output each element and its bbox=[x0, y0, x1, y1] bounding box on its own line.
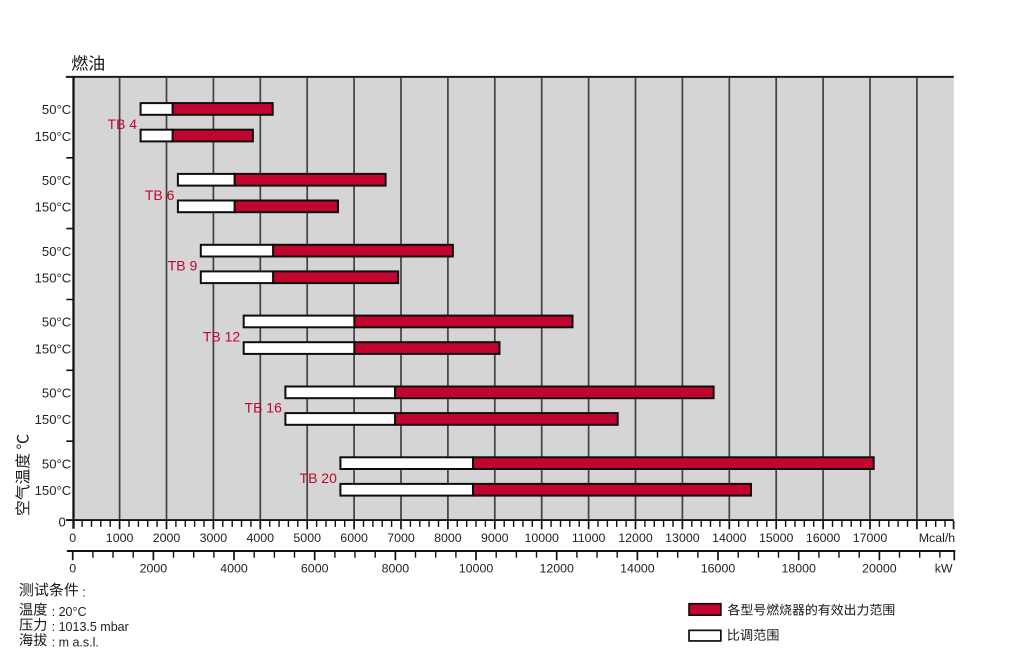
svg-text:4000: 4000 bbox=[220, 562, 248, 576]
svg-text:TB 4: TB 4 bbox=[108, 116, 138, 132]
svg-text:TB 6: TB 6 bbox=[145, 187, 175, 203]
svg-text:TB 16: TB 16 bbox=[245, 399, 283, 415]
svg-text:2000: 2000 bbox=[140, 562, 168, 576]
svg-text:18000: 18000 bbox=[781, 562, 816, 576]
svg-text:150°C: 150°C bbox=[35, 200, 72, 215]
svg-text:7000: 7000 bbox=[387, 531, 415, 545]
svg-text:14000: 14000 bbox=[712, 531, 747, 545]
svg-text:16000: 16000 bbox=[806, 531, 841, 545]
svg-text:0: 0 bbox=[59, 515, 66, 530]
svg-text:6000: 6000 bbox=[340, 531, 368, 545]
svg-text:150°C: 150°C bbox=[35, 129, 72, 144]
svg-text:16000: 16000 bbox=[701, 562, 736, 576]
svg-text:3000: 3000 bbox=[200, 531, 228, 545]
svg-text:1000: 1000 bbox=[106, 531, 134, 545]
svg-text:150°C: 150°C bbox=[35, 341, 72, 356]
svg-text:50°C: 50°C bbox=[42, 456, 71, 471]
svg-text:8000: 8000 bbox=[434, 531, 462, 545]
svg-text:TB 12: TB 12 bbox=[203, 329, 241, 345]
svg-text:8000: 8000 bbox=[382, 562, 410, 576]
svg-text:4000: 4000 bbox=[247, 531, 275, 545]
svg-text:17000: 17000 bbox=[853, 531, 888, 545]
svg-text:1013.5 mbar: 1013.5 mbar bbox=[59, 620, 129, 634]
svg-text:13000: 13000 bbox=[665, 531, 700, 545]
svg-text:50°C: 50°C bbox=[42, 315, 71, 330]
svg-text::: : bbox=[82, 584, 86, 599]
svg-text:11000: 11000 bbox=[572, 531, 606, 545]
svg-text:TB 20: TB 20 bbox=[300, 470, 338, 486]
svg-text:20°C: 20°C bbox=[59, 605, 87, 619]
svg-text:12000: 12000 bbox=[539, 562, 574, 576]
svg-text:50°C: 50°C bbox=[42, 386, 71, 401]
svg-text:kW: kW bbox=[935, 562, 953, 576]
svg-text:2000: 2000 bbox=[153, 531, 181, 545]
svg-text:10000: 10000 bbox=[524, 531, 559, 545]
svg-text:0: 0 bbox=[69, 562, 76, 576]
svg-text::: : bbox=[52, 604, 56, 619]
svg-text:150°C: 150°C bbox=[35, 483, 72, 498]
svg-text:50°C: 50°C bbox=[42, 173, 71, 188]
svg-text:0: 0 bbox=[69, 531, 76, 545]
svg-text:TB 9: TB 9 bbox=[168, 258, 198, 274]
svg-text:9000: 9000 bbox=[481, 531, 509, 545]
svg-text:14000: 14000 bbox=[620, 562, 655, 576]
svg-text:150°C: 150°C bbox=[35, 271, 72, 286]
svg-text:10000: 10000 bbox=[459, 562, 494, 576]
svg-text:m a.s.l.: m a.s.l. bbox=[59, 635, 99, 649]
svg-text:150°C: 150°C bbox=[35, 412, 72, 427]
svg-text:5000: 5000 bbox=[293, 531, 321, 545]
svg-text:20000: 20000 bbox=[862, 562, 897, 576]
svg-text:6000: 6000 bbox=[301, 562, 329, 576]
svg-text:50°C: 50°C bbox=[42, 102, 71, 117]
svg-text::: : bbox=[52, 619, 56, 634]
svg-text:15000: 15000 bbox=[759, 531, 794, 545]
svg-text::: : bbox=[52, 634, 56, 649]
svg-text:12000: 12000 bbox=[618, 531, 653, 545]
svg-text:Mcal/h: Mcal/h bbox=[919, 531, 956, 545]
svg-text:50°C: 50°C bbox=[42, 244, 71, 259]
